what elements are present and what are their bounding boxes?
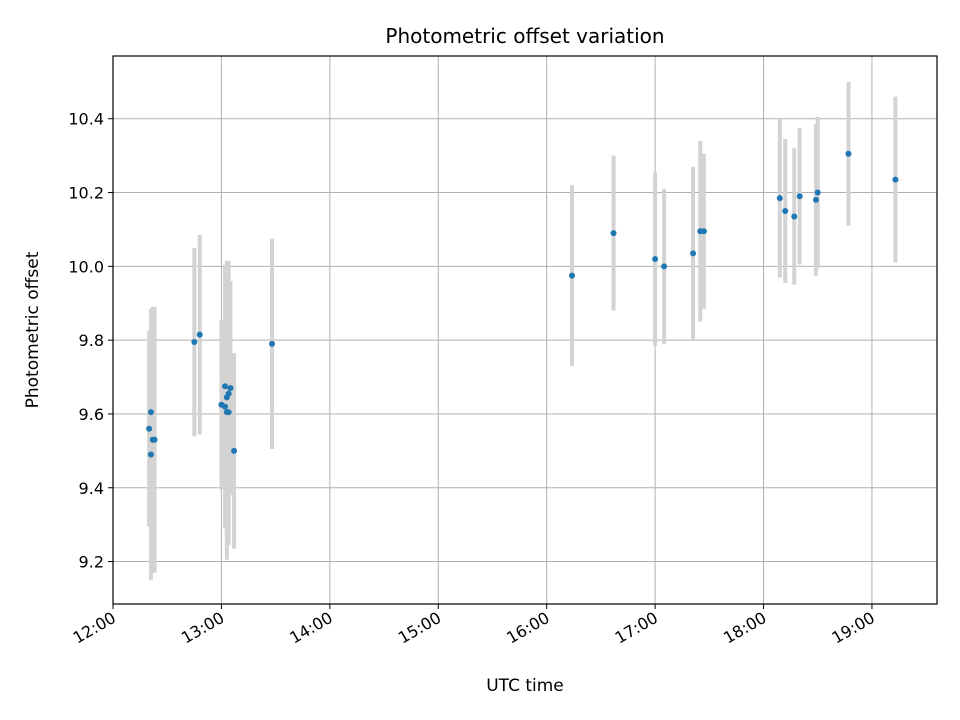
data-point [227, 385, 234, 392]
data-point [812, 196, 819, 203]
x-axis-label: UTC time [486, 676, 564, 696]
y-tick-label: 9.4 [79, 479, 104, 498]
chart-title: Photometric offset variation [385, 24, 664, 48]
data-point [222, 403, 229, 410]
data-point [610, 230, 617, 237]
y-tick-label: 9.2 [79, 553, 104, 572]
data-point [191, 338, 198, 345]
data-point [796, 193, 803, 200]
data-point [151, 436, 158, 443]
data-point [231, 447, 238, 454]
y-axis-label: Photometric offset [23, 251, 43, 408]
data-point [225, 409, 232, 416]
plot-frame [112, 55, 938, 605]
data-point [196, 331, 203, 338]
x-tick-label: 14:00 [286, 608, 335, 648]
y-tick-label: 10.0 [68, 257, 104, 276]
data-point [269, 340, 276, 347]
data-point [147, 451, 154, 458]
x-tick-label: 17:00 [612, 608, 661, 648]
data-point [776, 195, 783, 202]
data-point [814, 189, 821, 196]
data-point [222, 383, 229, 390]
x-tick-label: 15:00 [395, 608, 444, 648]
x-tick-label: 12:00 [70, 608, 119, 648]
y-tick-label: 10.2 [68, 184, 104, 203]
data-point [225, 390, 232, 397]
data-point [690, 250, 697, 257]
x-tick-label: 19:00 [829, 608, 878, 648]
data-points [146, 150, 899, 458]
data-point [845, 150, 852, 157]
y-axis: 9.2 9.4 9.6 9.8 10.0 10.2 10.4 [68, 110, 113, 572]
x-tick-label: 13:00 [178, 608, 227, 648]
data-point [782, 207, 789, 214]
data-point [791, 213, 798, 220]
data-point [700, 228, 707, 235]
errorbars [147, 81, 898, 581]
data-point [892, 176, 899, 183]
data-point [568, 272, 575, 279]
y-tick-label: 9.6 [79, 405, 104, 424]
x-tick-label: 18:00 [720, 608, 769, 648]
data-point [146, 425, 153, 432]
y-tick-label: 9.8 [79, 331, 104, 350]
x-tick-label: 16:00 [503, 608, 552, 648]
y-tick-label: 10.4 [68, 110, 104, 129]
x-axis: 12:00 13:00 14:00 15:00 16:00 17:00 18:00 19:00 [70, 604, 878, 648]
data-point [661, 263, 668, 270]
grid [112, 56, 937, 604]
data-point [147, 409, 154, 416]
data-point [652, 255, 659, 262]
